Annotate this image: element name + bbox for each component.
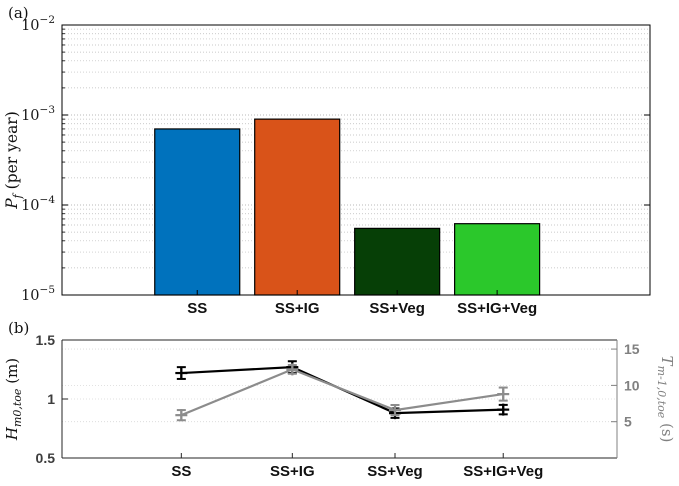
y-tick-label-b-left: 0.5 [36,450,56,466]
y-axis-label: Hm0,toe (m) [3,358,24,441]
bar-SS+IG+Veg [454,223,541,296]
panel-b-label: (b) [8,319,29,337]
panel-a-label: (a) [8,4,29,22]
y-tick-label-b-right: 10 [624,377,640,393]
series-line-right [180,368,504,417]
x-tick-label-b: SS+Veg [367,463,422,480]
y-tick-label-b-right: 5 [624,414,632,430]
y-tick-label-a: 10−4 [21,194,55,214]
bar-SS [154,128,241,296]
x-tick-label-a: SS [187,300,207,317]
y-tick-label-b-right: 15 [624,341,640,357]
y-tick-label-a: 10−5 [21,284,55,304]
y-tick-label-a: 10−2 [21,14,55,34]
x-tick-label-a: SS+IG [275,300,320,317]
y-tick-label-a: 10−3 [21,104,55,124]
y-axis-label: Tm-1,0,toe (s) [655,356,676,443]
x-tick-label-b: SS+IG+Veg [463,463,543,480]
x-tick-label-b: SS [171,463,191,480]
y-tick-label-b-left: 1 [47,391,55,407]
chart-render-layer: 10−5 10−4 10−3 10−2 SS SS+IG SS+Veg SS+IG+Veg Pf… [3,14,676,480]
y-axis-label: Pf (per year) [3,111,24,210]
bar-SS+IG [254,118,341,296]
x-tick-label-a: SS+Veg [369,300,424,317]
x-tick-label-b: SS+IG [270,463,315,480]
x-tick-label-a: SS+IG+Veg [457,300,537,317]
axes-box-a [61,24,651,296]
y-tick-label-b-left: 1.5 [36,332,56,348]
bar-SS+Veg [354,227,441,296]
